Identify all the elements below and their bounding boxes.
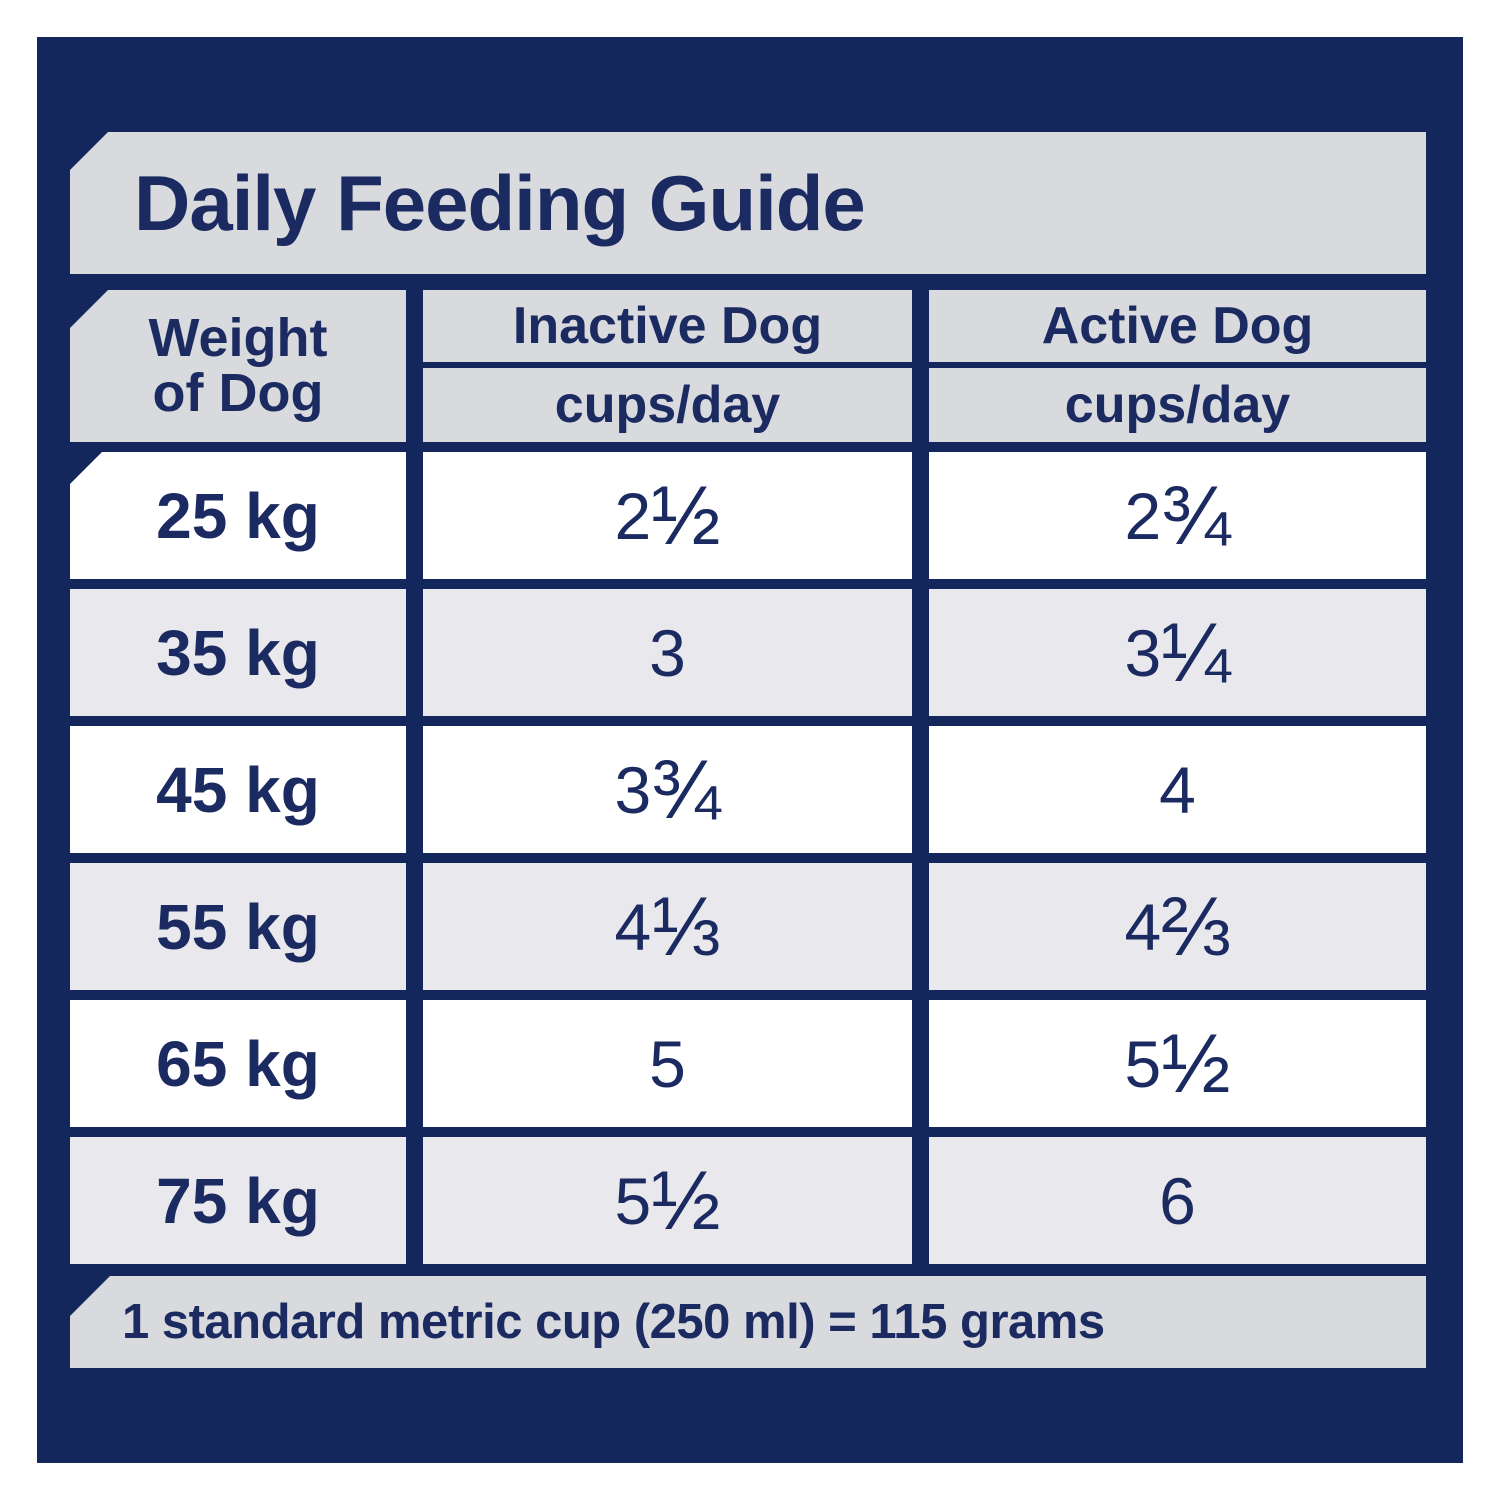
inactive-value-cell: 5 xyxy=(423,1000,912,1127)
inactive-value-cell: 3 xyxy=(423,589,912,716)
inactive-value-cell: 4 ⅓ xyxy=(423,863,912,990)
weight-cell: 45 kg xyxy=(70,726,406,853)
active-value-cell: 5 ½ xyxy=(929,1000,1426,1127)
header-inactive-dog: Inactive Dog cups/day xyxy=(423,290,912,442)
active-value-cell: 2 ¾ xyxy=(929,452,1426,579)
inactive-value-cell: 2 ½ xyxy=(423,452,912,579)
weight-cell: 55 kg xyxy=(70,863,406,990)
active-value-cell: 6 xyxy=(929,1137,1426,1264)
page-title: Daily Feeding Guide xyxy=(134,158,866,247)
header-weight-line2: of Dog xyxy=(152,363,324,423)
active-value-cell: 4 xyxy=(929,726,1426,853)
header-active-dog: Active Dog cups/day xyxy=(929,290,1426,442)
header-inactive-dog-label: Inactive Dog xyxy=(512,297,823,355)
active-value-cell: 4 ⅔ xyxy=(929,863,1426,990)
footer-note: 1 standard metric cup (250 ml) = 115 gra… xyxy=(122,1295,1105,1349)
weight-cell: 75 kg xyxy=(70,1137,406,1264)
weight-cell: 65 kg xyxy=(70,1000,406,1127)
feeding-table: Weight of Dog Inactive Dog cups/day Acti… xyxy=(70,290,1426,1264)
header-divider xyxy=(929,362,1426,368)
header-active-dog-label: Active Dog xyxy=(1041,297,1314,355)
weight-cell: 25 kg xyxy=(70,452,406,579)
header-weight-line1: Weight xyxy=(148,307,328,368)
feeding-guide-panel: Daily Feeding Guide Weight of Dog Inacti… xyxy=(37,37,1463,1463)
active-value-cell: 3 ¼ xyxy=(929,589,1426,716)
header-inactive-dog-unit: cups/day xyxy=(554,376,781,434)
weight-cell: 35 kg xyxy=(70,589,406,716)
header-divider xyxy=(423,362,912,368)
inactive-value-cell: 5 ½ xyxy=(423,1137,912,1264)
header-active-dog-unit: cups/day xyxy=(1064,376,1291,434)
footer-note-bar: 1 standard metric cup (250 ml) = 115 gra… xyxy=(70,1276,1426,1368)
title-bar: Daily Feeding Guide xyxy=(70,132,1426,274)
header-weight-of-dog: Weight of Dog xyxy=(70,290,406,442)
inactive-value-cell: 3 ¾ xyxy=(423,726,912,853)
